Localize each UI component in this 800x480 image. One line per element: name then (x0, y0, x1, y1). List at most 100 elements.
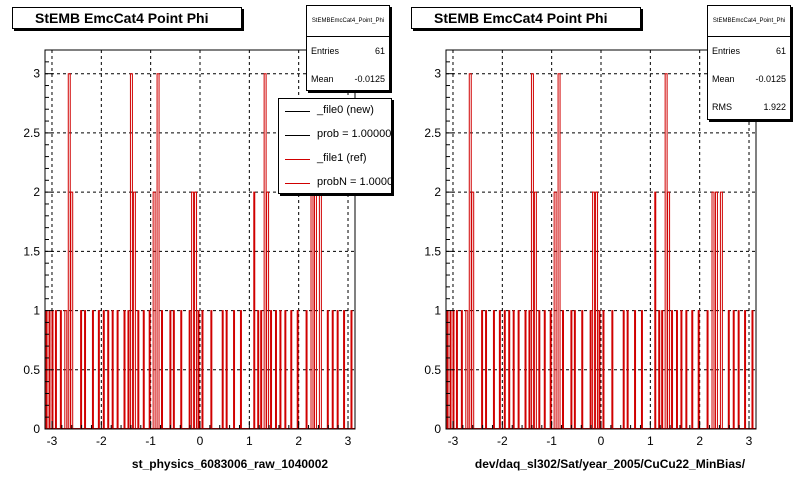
legend-entry-file1: _file1 (ref) (279, 147, 391, 171)
y-tick-label: 0.5 (424, 363, 441, 377)
y-tick-label: 1 (33, 304, 40, 318)
histogram-bar (201, 310, 204, 429)
histogram-bar (210, 310, 213, 429)
histogram-bar (274, 310, 277, 429)
histogram-bar (592, 191, 596, 429)
histogram-bar (460, 310, 463, 429)
stats-row-entries: Entries 61 (708, 37, 790, 65)
histogram-bar (290, 310, 293, 429)
histogram-bar (622, 310, 625, 429)
histogram-bar (573, 310, 576, 429)
histogram-bar (270, 310, 273, 429)
histogram-bar (84, 310, 87, 429)
legend-swatch (285, 111, 310, 112)
histogram-bar (156, 73, 160, 429)
histogram-bar (719, 191, 723, 429)
histogram-bar (123, 310, 126, 429)
histogram-bar (667, 191, 671, 429)
histogram-bar (503, 310, 506, 429)
legend-entry-prob: prob = 1.000000 (279, 123, 391, 147)
histogram-bar (350, 310, 353, 429)
x-tick-label: 2 (295, 434, 302, 448)
stats-box-right: StEMBEmcCat4_Point_Phi Entries 61 Mean -… (707, 5, 791, 120)
x-tick-label: -3 (448, 434, 459, 448)
histogram-bar (326, 310, 329, 429)
x-tick-label: -1 (546, 434, 557, 448)
histogram-bar (685, 310, 688, 429)
histogram-bar (533, 191, 537, 429)
histogram-bar (680, 310, 683, 429)
histogram-bar (336, 310, 339, 429)
legend-label: probN = 1.000000 (317, 176, 392, 188)
histogram-bar (714, 191, 718, 429)
histogram-bar (640, 310, 643, 429)
histogram-bar (549, 310, 552, 429)
histogram-bar (538, 310, 541, 429)
histogram-bar (97, 310, 100, 429)
histogram-bar (284, 310, 287, 429)
histogram-bar (169, 310, 172, 429)
histogram-bar (498, 310, 501, 429)
histogram-bar (711, 191, 715, 429)
histogram-bar (279, 310, 282, 429)
histogram-bar (512, 310, 515, 429)
x-tick-label: -3 (47, 434, 58, 448)
plot-area (446, 50, 756, 429)
histogram-bar (225, 310, 228, 429)
histogram-bar (611, 310, 614, 429)
stats-row-mean: Mean -0.0125 (307, 65, 389, 93)
histogram-bar (727, 310, 730, 429)
y-tick-label: 0 (434, 422, 441, 436)
histogram-bar (127, 310, 130, 429)
histogram-bar (626, 310, 629, 429)
legend-entry-file0: _file0 (new) (279, 99, 391, 123)
x-tick-label: 1 (647, 434, 654, 448)
histogram-bar (553, 191, 557, 429)
histogram-bar (253, 191, 256, 429)
x-tick-label: 3 (345, 434, 352, 448)
histogram-bar (661, 310, 664, 429)
histogram-bar (137, 310, 140, 429)
stats-entries-label: Entries (311, 46, 340, 56)
stats-entries-label: Entries (712, 46, 741, 56)
stats-histogram-name: StEMBEmcCat4_Point_Phi (708, 6, 790, 37)
histogram-bar (543, 310, 546, 429)
x-tick-label: -2 (497, 434, 508, 448)
legend-entry-probn: probN = 1.000000 (279, 171, 392, 193)
histogram-bar (455, 310, 458, 429)
histogram-bar (148, 310, 151, 429)
stats-mean-label: Mean (311, 74, 334, 84)
x-tick-label: -1 (145, 434, 156, 448)
histogram-bar (675, 310, 678, 429)
x-axis-caption-left: st_physics_6083006_raw_1040002 (131, 457, 329, 471)
stats-histogram-name: StEMBEmcCat4_Point_Phi (307, 6, 389, 37)
histogram-bar (233, 310, 236, 429)
histogram-bar (671, 310, 674, 429)
histogram-bar (80, 310, 83, 429)
histogram-bar (239, 310, 242, 429)
chart-title-right: StEMB EmcCat4 Point Phi (411, 7, 641, 29)
y-tick-label: 2.5 (23, 126, 40, 140)
y-tick-label: 2 (33, 185, 40, 199)
histogram-bar (471, 191, 475, 429)
y-tick-label: 2.5 (424, 126, 441, 140)
legend-label: prob = 1.000000 (317, 128, 392, 140)
histogram-bar (530, 73, 534, 429)
histogram-bar (142, 310, 145, 429)
stats-row-rms: RMS 1.922 (708, 93, 790, 121)
histogram-bar (260, 310, 263, 429)
histogram-bar (191, 191, 195, 429)
histogram-bar (751, 310, 754, 429)
histogram-bar (296, 310, 299, 429)
histogram-bar (132, 191, 136, 429)
histogram-bar (343, 310, 346, 429)
stats-row-entries: Entries 61 (307, 37, 389, 65)
histogram-bar (508, 310, 511, 429)
histogram-bar (481, 310, 484, 429)
x-tick-label: 3 (746, 434, 753, 448)
histogram-bar (465, 310, 469, 429)
y-tick-label: 1.5 (23, 244, 40, 258)
legend-label: _file0 (new) (317, 104, 374, 116)
histogram-bar (691, 310, 694, 429)
histogram-bar (517, 310, 520, 429)
